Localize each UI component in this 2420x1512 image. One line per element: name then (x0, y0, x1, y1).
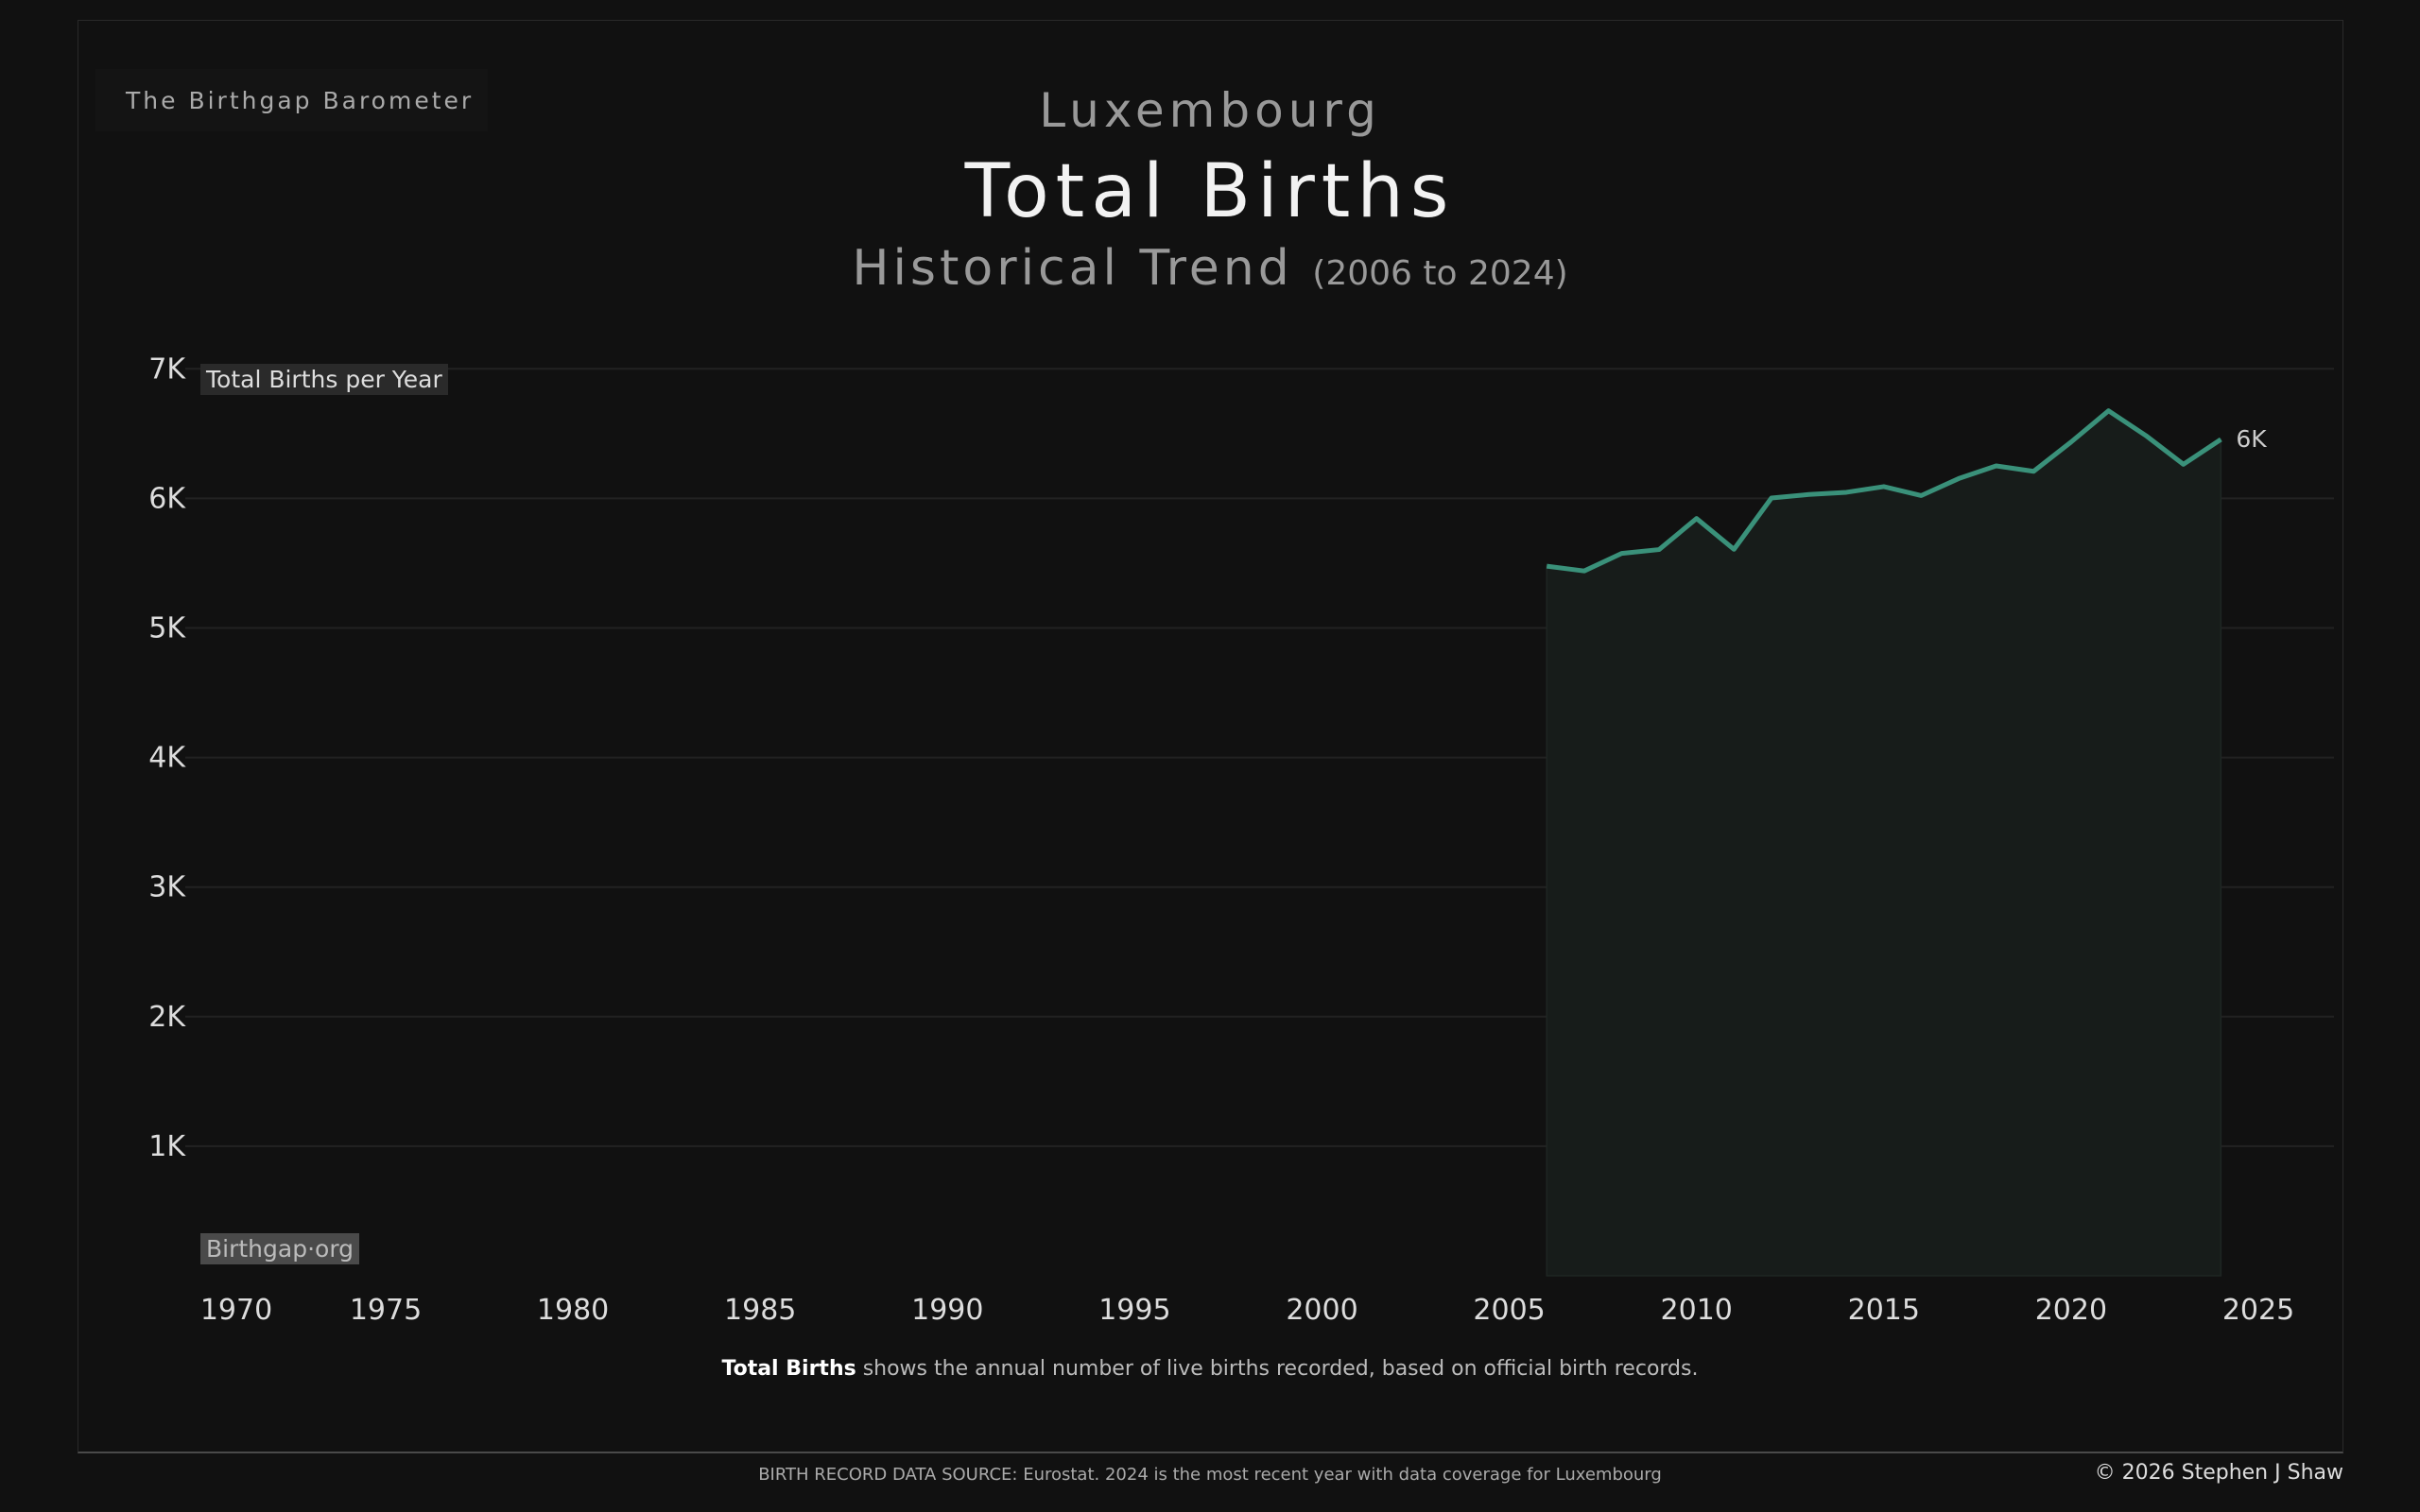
subtitle: Historical Trend (2006 to 2024) (0, 240, 2420, 297)
x-tick-label: 1980 (537, 1294, 609, 1327)
y-tick-label: 3K (148, 871, 186, 904)
x-tick-label: 1990 (911, 1294, 983, 1327)
x-tick-label: 2015 (1848, 1294, 1920, 1327)
page-title: Total Births (964, 149, 1456, 234)
caption-text: shows the annual number of live births r… (856, 1357, 1699, 1381)
x-tick-label: 2020 (2035, 1294, 2107, 1327)
end-value-label: 6K (2236, 425, 2267, 453)
year-range: (2006 to 2024) (1312, 254, 1568, 293)
y-tick-label: 5K (148, 612, 186, 645)
subtitle-text: Historical Trend (852, 240, 1293, 297)
watermark: Birthgap·org (200, 1233, 360, 1264)
x-tick-label: 2000 (1286, 1294, 1357, 1327)
brand-label: The Birthgap Barometer (95, 69, 488, 131)
y-tick-label: 2K (148, 1001, 186, 1034)
y-tick-label: 7K (148, 352, 186, 386)
y-axis-label: Total Births per Year (200, 364, 448, 395)
x-tick-label: 1975 (350, 1294, 422, 1327)
chart-caption: Total Births shows the annual number of … (0, 1357, 2420, 1381)
dashboard-frame (78, 20, 2343, 1453)
y-tick-label: 4K (148, 742, 186, 775)
y-tick-label: 6K (148, 482, 186, 515)
y-tick-label: 1K (148, 1130, 186, 1163)
x-tick-label: 2010 (1661, 1294, 1733, 1327)
x-tick-label: 1970 (200, 1294, 272, 1327)
data-source: BIRTH RECORD DATA SOURCE: Eurostat. 2024… (758, 1465, 1662, 1485)
area-fill (1546, 409, 2222, 1277)
x-tick-label: 1985 (724, 1294, 796, 1327)
country-title: Luxembourg (1039, 83, 1381, 138)
copyright: © 2026 Stephen J Shaw (2094, 1461, 2343, 1485)
caption-bold: Total Births (721, 1357, 856, 1381)
x-tick-label: 2005 (1473, 1294, 1545, 1327)
x-tick-label: 1995 (1098, 1294, 1170, 1327)
x-tick-label: 2025 (2222, 1294, 2294, 1327)
